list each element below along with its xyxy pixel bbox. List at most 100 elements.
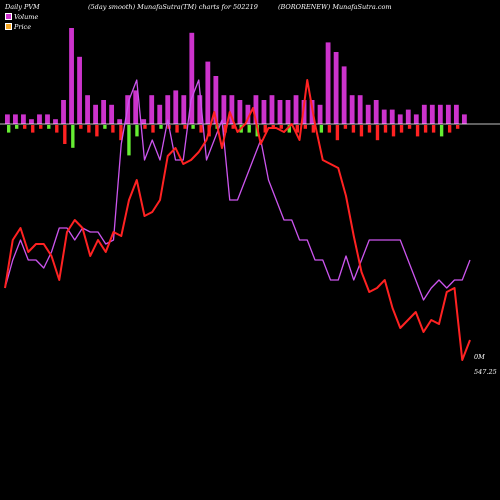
volume-bar <box>77 56 82 124</box>
legend-volume-label: Volume <box>14 13 39 21</box>
change-bar <box>7 125 11 133</box>
change-bar <box>183 125 187 129</box>
change-bar <box>247 125 251 133</box>
volume-bar <box>221 95 227 124</box>
volume-bar <box>165 95 171 124</box>
change-bar <box>71 125 75 148</box>
volume-bar <box>157 104 163 124</box>
change-bar <box>79 125 83 129</box>
change-bar <box>287 125 291 133</box>
volume-bar <box>205 61 211 124</box>
change-bar <box>159 125 163 129</box>
change-bar <box>391 125 396 137</box>
volume-bar <box>189 32 195 124</box>
change-bar <box>327 125 332 133</box>
series-lines <box>4 79 471 361</box>
volume-bar <box>341 66 347 124</box>
legend-volume: Volume <box>5 13 38 21</box>
volume-bar <box>413 114 419 124</box>
change-bar <box>279 125 283 129</box>
volume-bar <box>389 109 395 124</box>
legend-price-label: Price <box>14 23 32 31</box>
volume-bar <box>21 114 26 124</box>
volume-bar <box>117 119 123 124</box>
change-bar <box>103 125 107 129</box>
change-bar <box>271 125 275 129</box>
volume-bar <box>197 95 203 124</box>
volume-bar <box>245 104 251 124</box>
change-bar <box>135 125 139 137</box>
volume-bar <box>293 95 299 124</box>
change-bar <box>367 125 372 133</box>
change-bar <box>23 125 27 129</box>
volume-bar <box>357 95 363 124</box>
volume-bar <box>397 114 403 124</box>
price-line <box>4 79 471 361</box>
volume-bar <box>437 104 443 124</box>
volume-bar <box>325 42 331 124</box>
volume-bar <box>5 114 10 124</box>
change-bar <box>447 125 452 133</box>
volume-bar <box>37 114 42 124</box>
volume-bar <box>269 95 275 124</box>
volume-bar <box>213 76 219 124</box>
volume-bars <box>5 28 467 124</box>
volume-bar <box>333 52 339 124</box>
change-bar <box>15 125 19 129</box>
change-bar <box>63 125 67 144</box>
change-bar <box>127 125 131 156</box>
change-bar <box>335 125 340 141</box>
volume-bar <box>173 90 179 124</box>
volume-bar <box>93 104 98 124</box>
volume-bar <box>181 95 187 124</box>
change-bar <box>143 125 147 129</box>
volume-bar <box>261 100 267 124</box>
volume-bar <box>373 100 379 124</box>
volume-bar <box>149 95 155 124</box>
change-bar <box>431 125 436 133</box>
change-bar <box>87 125 91 133</box>
change-bar <box>415 125 420 137</box>
legend-price: Price <box>5 23 31 31</box>
change-bar <box>231 125 235 129</box>
volume-bar <box>69 28 74 124</box>
change-bar <box>31 125 35 133</box>
change-bar <box>303 125 308 129</box>
change-bar <box>399 125 404 133</box>
volume-bar <box>109 104 115 124</box>
volume-bar <box>61 100 66 124</box>
header-subtitle: (5day smooth) MunafaSutra(TM) charts for… <box>88 3 258 11</box>
volume-bar <box>429 104 435 124</box>
header-site: (BORORENEW) MunafaSutra.com <box>278 3 392 11</box>
change-bar <box>343 125 348 129</box>
volume-bar <box>45 114 50 124</box>
volume-bar <box>381 109 387 124</box>
change-bar <box>55 125 59 133</box>
volume-axis-label: 0M <box>474 353 485 361</box>
change-bar <box>407 125 412 129</box>
volume-bar <box>453 104 459 124</box>
change-bar <box>311 125 316 133</box>
volume-bar <box>349 95 355 124</box>
legend-volume-swatch <box>5 13 12 20</box>
price-axis-label: 547.25 <box>474 368 497 376</box>
change-bar <box>359 125 364 137</box>
volume-bar <box>253 95 259 124</box>
change-bar <box>383 125 388 133</box>
change-bar <box>39 125 43 129</box>
change-bar <box>191 125 195 129</box>
change-bar <box>119 125 123 141</box>
volume-bar <box>141 119 147 124</box>
volume-bar <box>445 104 451 124</box>
change-bar <box>295 125 299 133</box>
change-bar <box>47 125 51 129</box>
volume-bar <box>365 104 371 124</box>
volume-bar <box>285 100 291 124</box>
volume-bar <box>29 119 34 124</box>
volume-bar <box>405 109 411 124</box>
header-title: Daily PVM <box>5 3 40 11</box>
change-bars <box>7 125 460 156</box>
change-bar <box>375 125 380 141</box>
change-bar <box>199 125 203 133</box>
change-bar <box>423 125 428 133</box>
